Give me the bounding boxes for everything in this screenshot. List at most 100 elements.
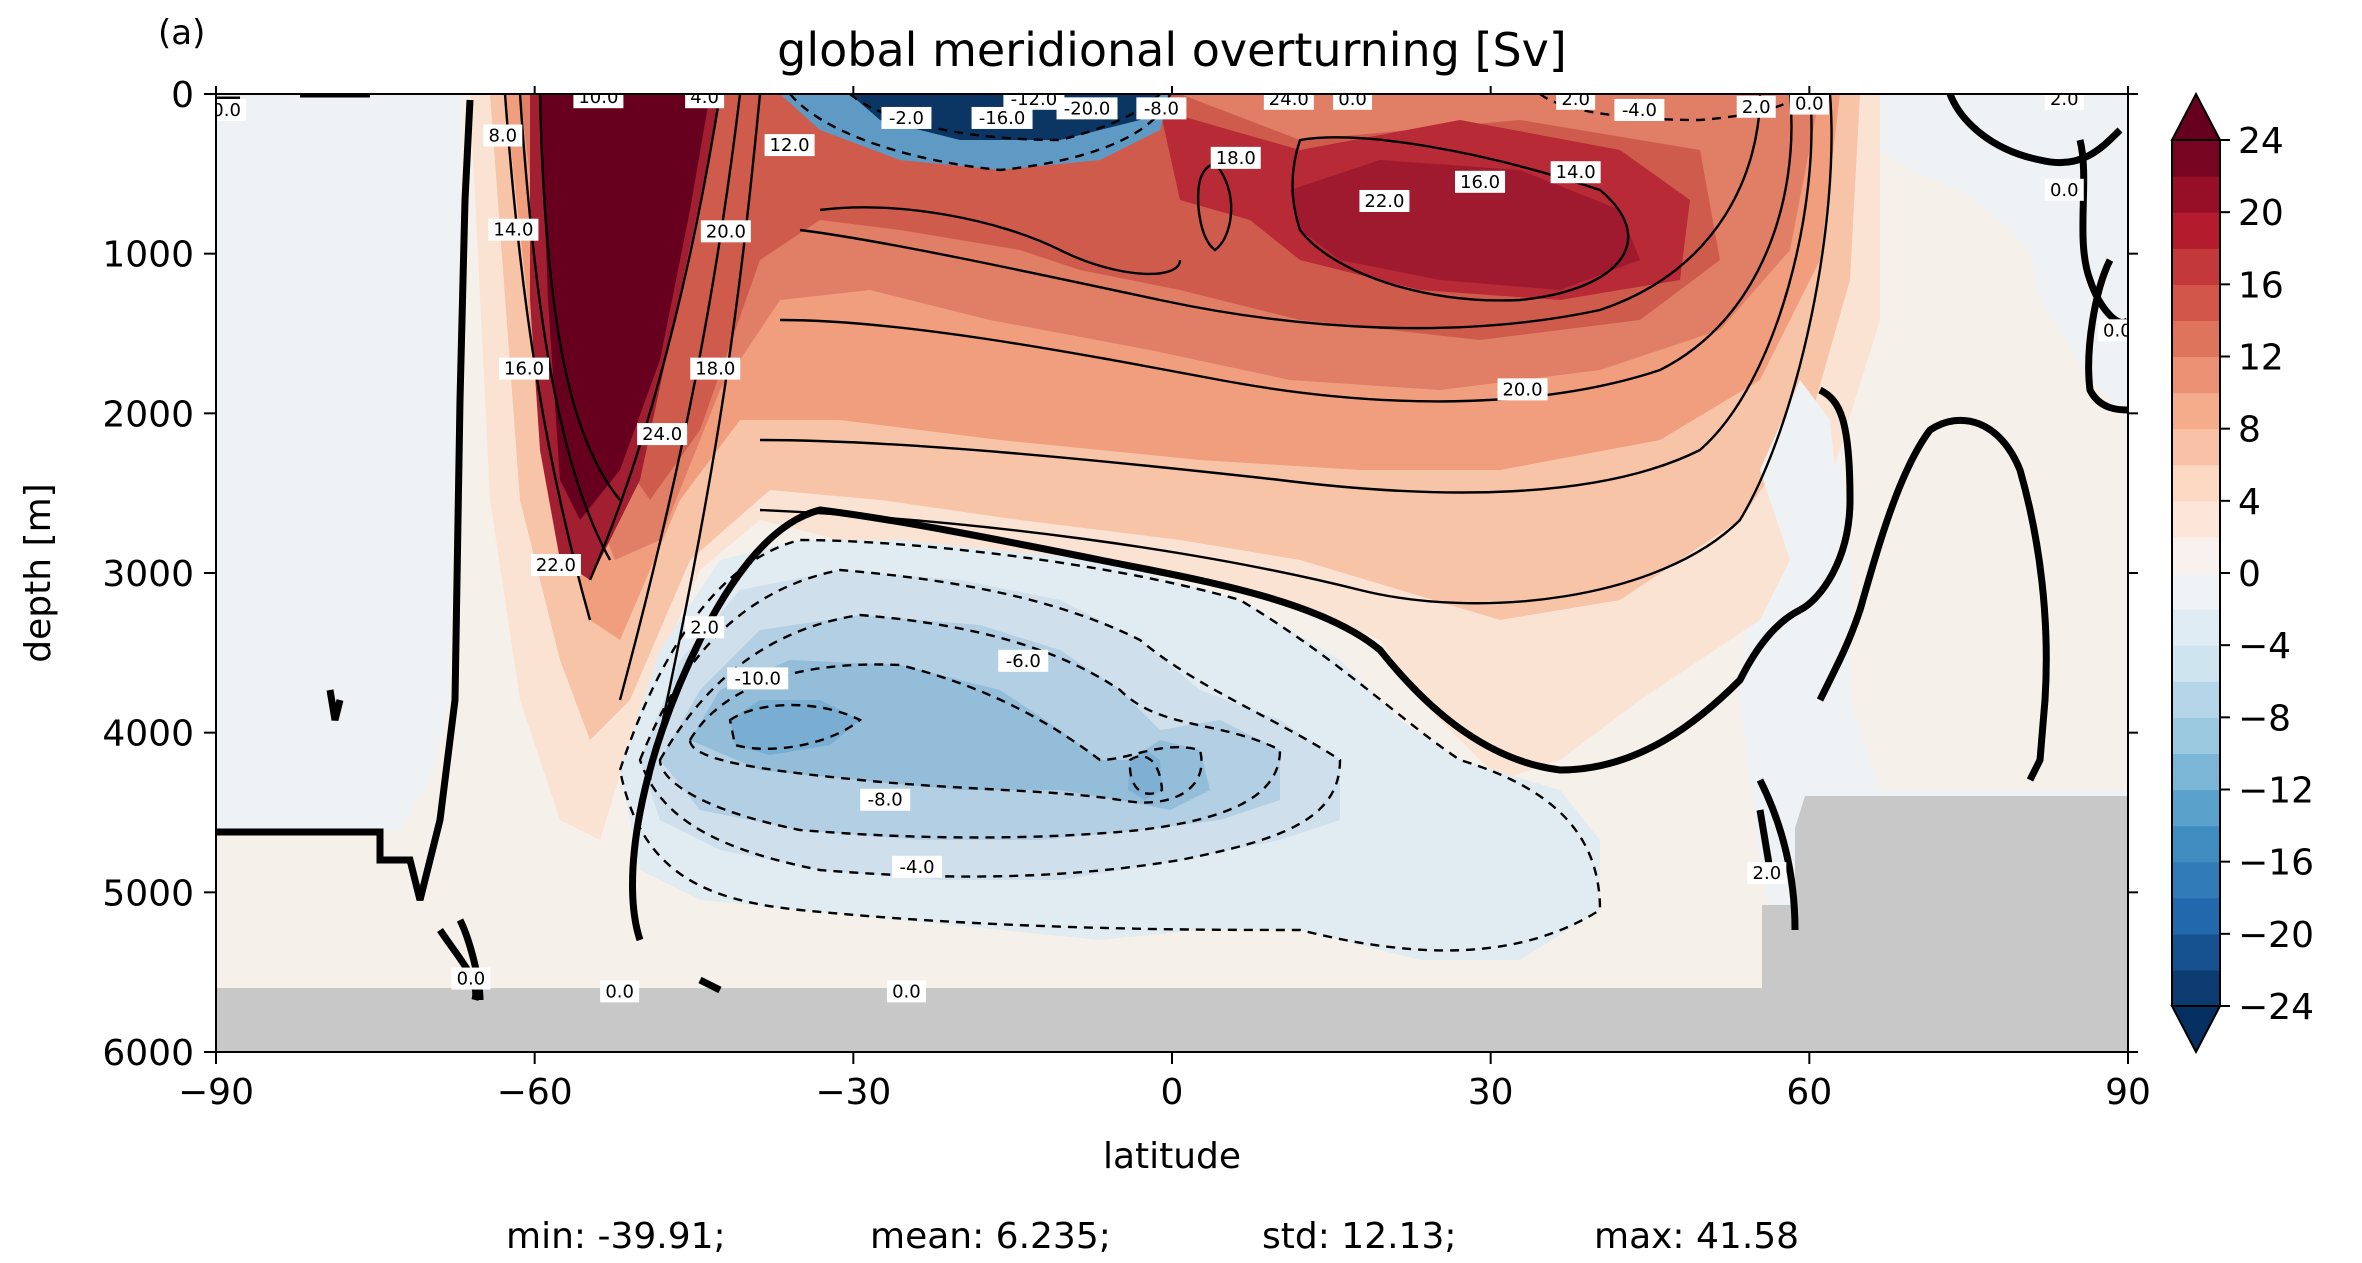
chart-title: global meridional overturning [Sv] (777, 23, 1567, 77)
contour-label: 24.0 (642, 424, 682, 445)
contour-label-bg (998, 649, 1049, 672)
contour-label-bg (690, 357, 741, 380)
contour-label-bg (685, 94, 725, 109)
contour-label-bg (1455, 170, 1506, 193)
y-axis: 0 1000 2000 3000 4000 5000 6000 (102, 75, 2138, 1074)
stat-mean: mean: 6.235; (870, 1216, 1111, 1257)
contour-label: 18.0 (695, 359, 735, 380)
colorbar-segment (2172, 609, 2220, 646)
contour-label: 2.0 (1561, 89, 1590, 110)
contour-label-bg (600, 980, 640, 1003)
contour-label: 0.0 (212, 100, 241, 121)
contour-label: -8.0 (868, 790, 903, 811)
x-tick-label: 90 (2105, 1072, 2151, 1113)
panel-label: (a) (158, 13, 205, 53)
y-axis-label: depth [m] (18, 483, 59, 662)
x-axis-label: latitude (1103, 1136, 1241, 1177)
contour-label: -4.0 (900, 857, 935, 878)
aabw-negative-10 (730, 700, 860, 755)
colorbar-segment (2172, 825, 2220, 863)
contour-label-bg (1263, 94, 1314, 110)
colorbar-segment (2172, 573, 2220, 610)
contour-label: 14.0 (493, 220, 533, 241)
stat-min: min: -39.91; (506, 1216, 726, 1257)
stat-max: max: 41.58 (1594, 1216, 1799, 1257)
contour-labels: 10.0 4.0 8.0 14.0 16.0 12.0 20.0 18.0 24.0 22.0 -2… (212, 87, 2128, 1003)
colorbar-segment (2172, 500, 2220, 538)
x-tick-label: 30 (1468, 1072, 1514, 1113)
colorbar-extend-min (2170, 1005, 2222, 1055)
contour-label-bg (1736, 95, 1776, 118)
contour-label: 10.0 (578, 87, 618, 108)
contour-label: 2.0 (1753, 863, 1782, 884)
contour-label-bg (1210, 146, 1261, 169)
arctic-basin-zero (1740, 380, 1840, 880)
colorbar-tick-label: 16 (2238, 265, 2284, 306)
x-tick-label: 0 (1161, 1072, 1184, 1113)
colorbar-segment (2172, 717, 2220, 755)
contour-label: 2.0 (1742, 97, 1771, 118)
contour-label-bg (1497, 378, 1548, 401)
stats-line: min: -39.91; mean: 6.235; std: 12.13; ma… (506, 1216, 1799, 1257)
contour-label-bg (1333, 94, 1373, 110)
contour-label: 20.0 (1502, 379, 1542, 400)
colorbar-segment (2172, 176, 2220, 213)
colorbar: 24 20 16 12 8 4 0 −4 −8 −12 −16 −20 −24 (2170, 91, 2314, 1055)
colorbar-tick-label: −20 (2238, 915, 2314, 956)
colorbar-tick-label: 4 (2238, 482, 2261, 523)
colorbar-tick-label: 20 (2238, 193, 2284, 234)
contour-label: 8.0 (488, 126, 517, 147)
y-tick-label: 5000 (102, 873, 194, 914)
colorbar-tick-label: −8 (2238, 698, 2291, 739)
colorbar-segment (2172, 681, 2220, 718)
contour-label: 20.0 (706, 221, 746, 242)
colorbar-segment (2172, 212, 2220, 249)
colorbar-tick-label: 0 (2238, 554, 2261, 595)
contour-label-bg (1556, 94, 1596, 110)
x-tick-label: 60 (1786, 1072, 1832, 1113)
contour-label: 22.0 (1364, 191, 1404, 212)
contour-label: 0.0 (2050, 180, 2079, 201)
colorbar-extend-max (2170, 91, 2222, 141)
contour-label-bg (1614, 98, 1665, 121)
colorbar-tick-label: 12 (2238, 338, 2284, 379)
colorbar-segment (2172, 464, 2220, 502)
colorbar-tick-label: −4 (2238, 626, 2291, 667)
stat-std: std: 12.13; (1262, 1216, 1456, 1257)
colorbar-segment (2172, 753, 2220, 791)
contour-label: 4.0 (690, 87, 719, 108)
x-tick-label: −30 (815, 1072, 891, 1113)
contour-label-bg (216, 98, 247, 121)
contour-label: -2.0 (889, 108, 924, 129)
contour-label-bg (573, 94, 624, 109)
contour-label-bg (727, 667, 789, 690)
colorbar-tick-label: 24 (2238, 121, 2284, 162)
contour-label: 24.0 (1269, 89, 1309, 110)
x-axis: −90 −60 −30 0 30 60 90 (178, 86, 2151, 1113)
contour-label: -16.0 (979, 108, 1026, 129)
contour-label: 0.0 (892, 981, 921, 1002)
contour-label-bg (860, 788, 911, 811)
contour-label: -8.0 (1144, 98, 1179, 119)
contour-label: 16.0 (1460, 172, 1500, 193)
contour-label-bg (499, 357, 550, 380)
contour-label: 2.0 (2050, 89, 2079, 110)
contour-label: 14.0 (1556, 162, 1596, 183)
colorbar-segment (2172, 536, 2220, 574)
contour-label: -6.0 (1006, 651, 1041, 672)
contour-label: 12.0 (770, 135, 810, 156)
streamfunction-field: 10.0 4.0 8.0 14.0 16.0 12.0 20.0 18.0 24.0 22.0 -2… (212, 87, 2128, 1052)
colorbar-segment (2172, 248, 2220, 285)
contour-label-bg (2044, 94, 2084, 110)
contour-label: -20.0 (1064, 98, 1111, 119)
contour-label-bg (1747, 862, 1787, 885)
x-tick-label: −60 (497, 1072, 573, 1113)
contour-label: 0.0 (605, 981, 634, 1002)
contour-label-bg (2044, 178, 2084, 201)
x-tick-label: −90 (178, 1072, 254, 1113)
aabw-negative-8 (690, 660, 1210, 810)
contour-label-bg (1789, 94, 1829, 115)
colorbar-segment (2172, 969, 2220, 1007)
contour-label-bg (881, 106, 932, 129)
contour-label-bg (1359, 189, 1410, 212)
